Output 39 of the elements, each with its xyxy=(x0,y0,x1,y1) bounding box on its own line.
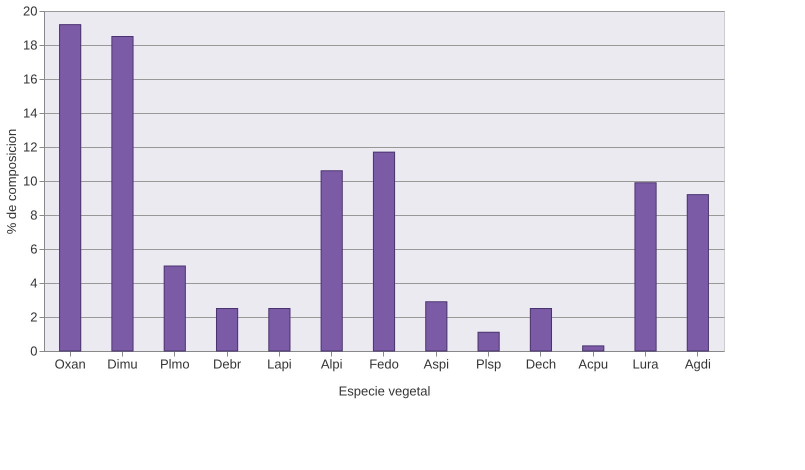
y-tick-label: 14 xyxy=(23,106,38,120)
x-tick-label: Plsp xyxy=(476,356,502,372)
y-tick-label: 0 xyxy=(30,344,38,358)
x-axis-title: Especie vegetal xyxy=(338,384,430,398)
bar xyxy=(164,266,186,352)
y-tick-label: 6 xyxy=(30,242,38,256)
bar xyxy=(59,24,82,352)
y-tick-label: 2 xyxy=(30,310,38,324)
bar xyxy=(686,194,709,352)
x-tick-label: Plmo xyxy=(160,356,190,372)
y-tick-label: 16 xyxy=(23,72,38,86)
x-tick-label: Oxan xyxy=(54,356,86,372)
bar xyxy=(372,152,396,352)
y-tick-label: 8 xyxy=(30,208,38,222)
y-tick-label: 10 xyxy=(23,174,38,188)
bar xyxy=(634,182,657,352)
x-tick-label: Acpu xyxy=(578,356,608,372)
y-tick-label: 18 xyxy=(23,38,38,52)
x-tick-label: Debr xyxy=(212,356,242,372)
x-tick-label: Alpi xyxy=(320,356,343,372)
y-tick-label: 20 xyxy=(23,4,38,18)
x-tick-label: Dech xyxy=(526,356,556,372)
x-tick-label: Agdi xyxy=(684,356,711,372)
x-tick-label: Lapi xyxy=(267,356,292,372)
y-tick-label: 4 xyxy=(30,276,38,290)
bar xyxy=(268,308,290,352)
x-tick-label: Aspi xyxy=(424,356,450,372)
bar xyxy=(530,308,552,352)
bar xyxy=(478,332,500,352)
bar xyxy=(425,301,448,352)
y-axis-title: % de composicion xyxy=(4,128,20,234)
x-tick-label: Fedo xyxy=(369,356,399,372)
bar xyxy=(216,308,238,352)
bar xyxy=(582,345,604,352)
bar xyxy=(320,170,343,352)
x-tick-label: Lura xyxy=(632,356,660,372)
y-tick-label: 12 xyxy=(23,140,38,154)
bar xyxy=(111,36,134,352)
x-tick-label: Dimu xyxy=(107,356,138,372)
